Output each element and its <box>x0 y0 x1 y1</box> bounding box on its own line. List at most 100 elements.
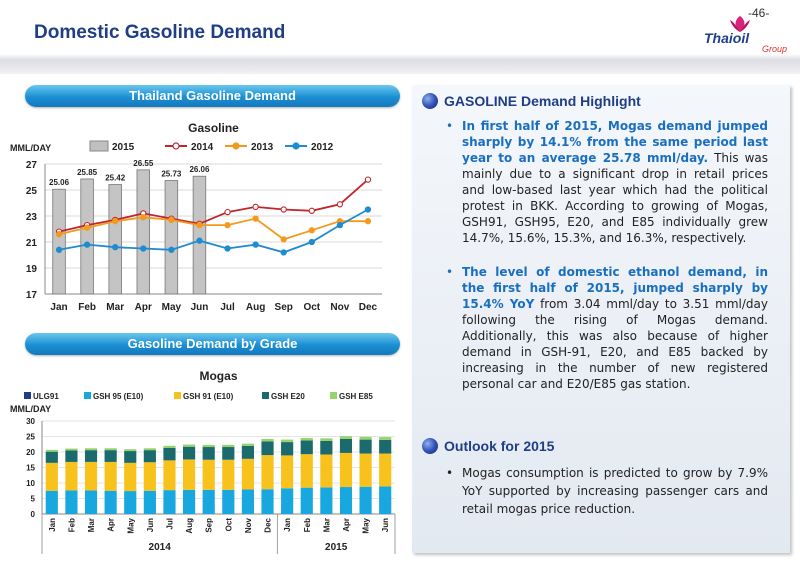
chart2-bar-segment <box>300 438 313 441</box>
chart2-bar-segment <box>241 445 254 459</box>
chart2-xtick-label: Mar <box>322 518 331 532</box>
chart2-ytick-label: 30 <box>26 417 35 426</box>
chart2-bar-segment <box>104 461 117 491</box>
chart1-ytick-label: 17 <box>26 290 38 301</box>
chart2-bar-segment <box>261 489 274 514</box>
chart2-bar-segment <box>84 450 98 462</box>
chart2-bar-segment <box>84 461 98 491</box>
chart2-bar-segment <box>241 443 254 446</box>
chart1-bar <box>108 184 122 295</box>
highlight-body: • In first half of 2015, Mogas demand ju… <box>446 118 768 392</box>
chart1-bar-label: 25.06 <box>49 178 70 187</box>
chart1-xtick-label: Feb <box>78 302 96 313</box>
chart1-point <box>308 238 315 246</box>
banner-gasoline-demand-by-grade: Gasoline Demand by Grade <box>25 333 400 355</box>
chart2-bar-segment <box>163 460 176 491</box>
chart1-point <box>196 220 203 227</box>
chart1-point <box>55 246 63 253</box>
orchid-icon <box>730 16 750 32</box>
chart2-bar-segment <box>65 450 78 462</box>
chart1-ytick-label: 25 <box>26 186 38 197</box>
chart1-point <box>55 228 63 235</box>
chart1-point <box>336 201 344 208</box>
chart2-bar-segment <box>65 461 78 491</box>
chart1-point <box>112 218 119 225</box>
highlight-heading: GASOLINE Demand Highlight <box>422 93 641 109</box>
chart2-bar-segment <box>45 462 58 491</box>
chart2-xtick-label: Jun <box>146 518 155 532</box>
chart1-bar-label: 26.55 <box>133 159 154 168</box>
chart2-bar-segment <box>104 448 117 451</box>
chart1-point <box>280 206 287 213</box>
chart2-xtick-label: Oct <box>224 518 233 532</box>
chart2-bar-segment <box>45 490 58 514</box>
chart2-legend-swatch <box>84 392 91 399</box>
chart2-bar-segment <box>84 448 98 451</box>
chart2-bar-segment <box>261 455 274 490</box>
chart2-bar-segment <box>124 451 137 463</box>
chart1-point <box>364 176 372 183</box>
chart2-bar-segment <box>300 440 313 455</box>
highlight-bullet-1: • In first half of 2015, Mogas demand ju… <box>446 118 768 246</box>
company-logo-subtext: Group <box>762 44 788 54</box>
chart1-bar <box>52 188 66 295</box>
chart1-point <box>252 241 259 248</box>
outlook-heading-text: Outlook for 2015 <box>444 438 555 454</box>
chart2-ytick-label: 20 <box>26 448 35 457</box>
chart2-xtick-label: Jan <box>283 518 292 532</box>
chart1-legend-marker <box>292 142 300 150</box>
chart1-legend-swatch <box>89 140 109 152</box>
chart1-bar-label: 25.73 <box>161 170 182 179</box>
chart2-bar-segment <box>281 455 294 489</box>
chart2-bar-segment <box>261 438 274 442</box>
chart2-bar-segment <box>320 454 333 488</box>
chart1-bar-label: 25.85 <box>77 168 98 177</box>
chart2-ytick-label: 15 <box>26 464 35 473</box>
chart1-point <box>280 236 287 243</box>
chart2-xtick-label: Aug <box>185 518 194 534</box>
chart2-legend-swatch <box>24 392 31 399</box>
chart2-bar-segment <box>379 437 392 440</box>
chart2-bar-segment <box>84 490 98 514</box>
chart1-point <box>140 210 147 217</box>
bullet-ball-icon <box>422 438 438 454</box>
company-logo-text: Thaioil <box>704 30 750 46</box>
chart1-ytick-label: 21 <box>26 238 38 249</box>
chart2-ylabel: MML/DAY <box>10 404 51 414</box>
chart2-bar-segment <box>143 448 156 451</box>
chart2-bar-segment <box>222 459 235 490</box>
highlight-bullet-2-emphasis: The level of domestic ethanol demand, in… <box>462 265 768 311</box>
chart2-bar-segment <box>183 489 196 514</box>
chart2-bar-segment <box>320 438 333 441</box>
chart1-legend-label: 2015 <box>112 142 135 153</box>
chart2-bar-segment <box>65 490 78 514</box>
chart2-bar-segment <box>339 452 353 488</box>
chart2-bar-segment <box>143 490 156 514</box>
chart1-xtick-label: Apr <box>135 302 152 313</box>
chart1-series-line <box>58 178 369 233</box>
chart2-xtick-label: Jan <box>48 518 57 532</box>
chart2-bar-segment <box>339 438 353 453</box>
chart1-title: Gasoline <box>188 121 239 135</box>
chart2-xtick-label: Feb <box>67 518 76 532</box>
chart1-xtick-label: Jun <box>191 302 209 313</box>
chart2-bar-segment <box>339 436 353 439</box>
title-underline-band <box>0 54 800 74</box>
chart2-bar-segment <box>202 447 215 460</box>
chart1-series-line <box>58 216 368 241</box>
chart1-ytick-label: 27 <box>26 160 38 171</box>
chart1-point <box>83 241 91 248</box>
chart1-legend-marker <box>172 142 180 150</box>
chart2-bar-segment <box>241 458 254 490</box>
chart2-bar-segment <box>222 444 235 448</box>
chart1-point <box>336 218 344 225</box>
chart1-point <box>364 206 372 213</box>
chart1-xtick-label: Dec <box>359 302 378 313</box>
highlight-bullet-2-text: from 3.04 mml/day to 3.51 mml/day follow… <box>462 297 768 391</box>
highlight-heading-text: GASOLINE Demand Highlight <box>444 93 641 109</box>
chart2-bar-segment <box>124 491 137 514</box>
chart2-ytick-label: 10 <box>26 479 35 488</box>
chart1-legend-marker <box>232 142 240 150</box>
chart2-bar-segment <box>183 444 196 447</box>
chart1-point <box>224 221 231 229</box>
